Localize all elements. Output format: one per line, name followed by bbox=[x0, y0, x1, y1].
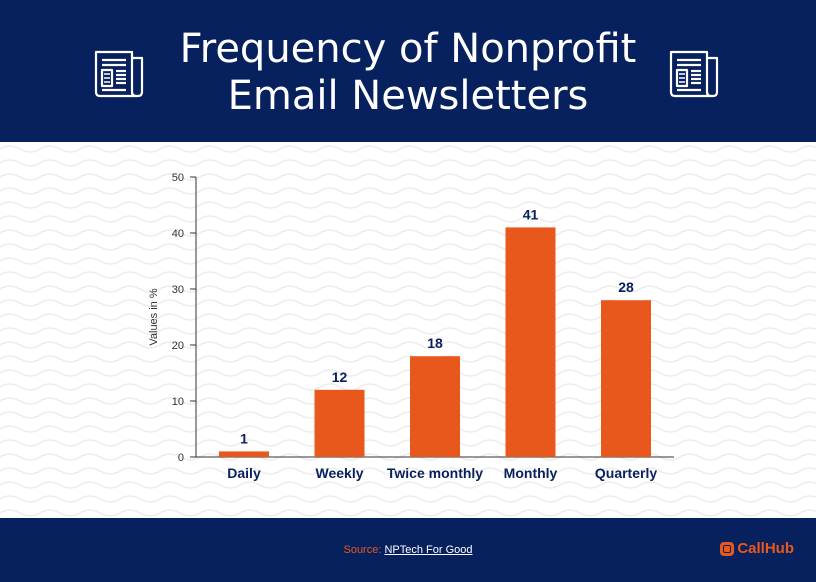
source-credit: Source: NPTech For Good bbox=[0, 544, 816, 556]
bar bbox=[410, 356, 460, 457]
newspaper-icon bbox=[669, 50, 719, 98]
footer-banner: Source: NPTech For Good CallHub bbox=[0, 518, 816, 582]
x-tick-label: Twice monthly bbox=[387, 465, 483, 481]
y-tick-label: 50 bbox=[172, 172, 184, 184]
brand-name: CallHub bbox=[737, 540, 794, 557]
x-tick-label: Daily bbox=[227, 465, 261, 481]
bar-chart: 0 10 20 30 40 50 Values in % 1 Daily 12 Weekly 18 Tw… bbox=[148, 172, 674, 481]
y-tick-label: 0 bbox=[178, 452, 184, 464]
x-tick-label: Monthly bbox=[504, 465, 558, 481]
bar bbox=[601, 300, 651, 457]
source-prefix: Source: bbox=[343, 544, 385, 556]
chart-area: 0 10 20 30 40 50 Values in % 1 Daily 12 Weekly 18 Tw… bbox=[0, 142, 816, 518]
bar bbox=[314, 389, 365, 457]
x-tick-label: Quarterly bbox=[595, 465, 657, 481]
y-tick-label: 20 bbox=[172, 340, 184, 352]
header-banner: Frequency of Nonprofit Email Newsletters bbox=[0, 0, 816, 142]
wave-background bbox=[0, 142, 816, 518]
y-axis-title: Values in % bbox=[148, 288, 160, 345]
data-label: 28 bbox=[618, 279, 634, 295]
data-label: 12 bbox=[332, 369, 348, 385]
data-label: 41 bbox=[523, 206, 539, 222]
data-label: 1 bbox=[240, 430, 248, 446]
callhub-brand[interactable]: CallHub bbox=[720, 540, 794, 557]
page-title-line-2: Email Newsletters bbox=[227, 73, 589, 119]
callhub-logo-icon bbox=[720, 541, 735, 556]
y-tick-label: 10 bbox=[172, 396, 184, 408]
page-title-line-1: Frequency of Nonprofit bbox=[179, 26, 637, 72]
x-tick-label: Weekly bbox=[316, 465, 364, 481]
bar bbox=[505, 227, 556, 457]
newspaper-icon bbox=[94, 50, 144, 98]
y-tick-label: 30 bbox=[172, 284, 184, 296]
y-tick-label: 40 bbox=[172, 228, 184, 240]
source-link[interactable]: NPTech For Good bbox=[384, 544, 473, 556]
data-label: 18 bbox=[427, 335, 443, 351]
bar bbox=[219, 451, 269, 457]
